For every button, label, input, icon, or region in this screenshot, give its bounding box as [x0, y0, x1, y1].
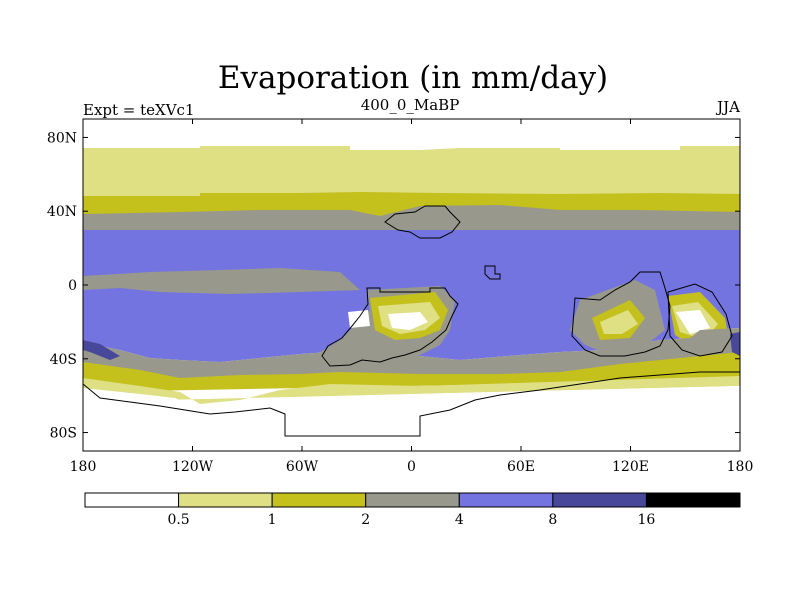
land-outlines [83, 205, 740, 437]
colorbar-box [178, 492, 273, 508]
land-outline-small [484, 265, 501, 280]
dry-core-east [676, 310, 710, 334]
lon-tick-label: 0 [407, 459, 416, 475]
colorbar-box [645, 492, 741, 508]
colorbar-label: 1 [268, 512, 277, 528]
band-8-16-southwest [83, 340, 120, 360]
lat-tick-label: 80S [50, 426, 77, 442]
colorbar-box [365, 492, 460, 508]
colorbar-box [552, 492, 647, 508]
land-outline-africa [321, 287, 459, 367]
lon-tick-label: 180 [70, 459, 97, 475]
colorbar-label: 8 [548, 512, 557, 528]
lat-tick-label: 40S [50, 352, 77, 368]
colorbar-label: 16 [638, 512, 656, 528]
plot-title: Evaporation (in mm/day) [217, 60, 609, 96]
colorbar-box [458, 492, 554, 508]
colorbar-box [84, 492, 180, 508]
lat-tick-label: 0 [68, 278, 77, 294]
lat-tick-label: 40N [47, 204, 77, 220]
land-outline-east2 [667, 283, 733, 357]
band-0.5-1-south [83, 376, 740, 404]
lon-tick-label: 120E [612, 459, 649, 475]
dry-spot-west [348, 310, 370, 328]
map-panel [83, 119, 740, 451]
band-2-4-equatorial [83, 268, 360, 294]
land-outline-south [83, 371, 740, 437]
season-label: JJA [717, 98, 740, 116]
lon-tick-label: 120W [172, 459, 214, 475]
band-2-4-south [83, 328, 740, 382]
lon-tick-label: 180 [727, 459, 754, 475]
experiment-label: Expt = teXVc1 [83, 101, 195, 119]
colorbar-label: 4 [455, 512, 464, 528]
band-0.5-1-east [600, 310, 638, 334]
lon-tick-label: 60E [507, 459, 535, 475]
band-8-16-southeast [730, 332, 740, 356]
latitude-axis: 80N 40N 0 40S 80S [47, 130, 740, 442]
colorbar-box [271, 492, 367, 508]
dry-core-africa [388, 312, 428, 330]
colorbar-label: 2 [361, 512, 370, 528]
period-label: 400_0_MaBP [360, 96, 460, 114]
lat-tick-label: 80N [47, 130, 77, 146]
longitude-axis: 180 120W 60W 0 60E 120E 180 [70, 119, 754, 475]
colorbar-label: 0.5 [167, 512, 189, 528]
dry-south [83, 386, 740, 451]
land-outline-north [384, 205, 461, 239]
lon-tick-label: 60W [286, 459, 319, 475]
colorbar: 0.5 1 2 4 8 16 [84, 492, 741, 528]
